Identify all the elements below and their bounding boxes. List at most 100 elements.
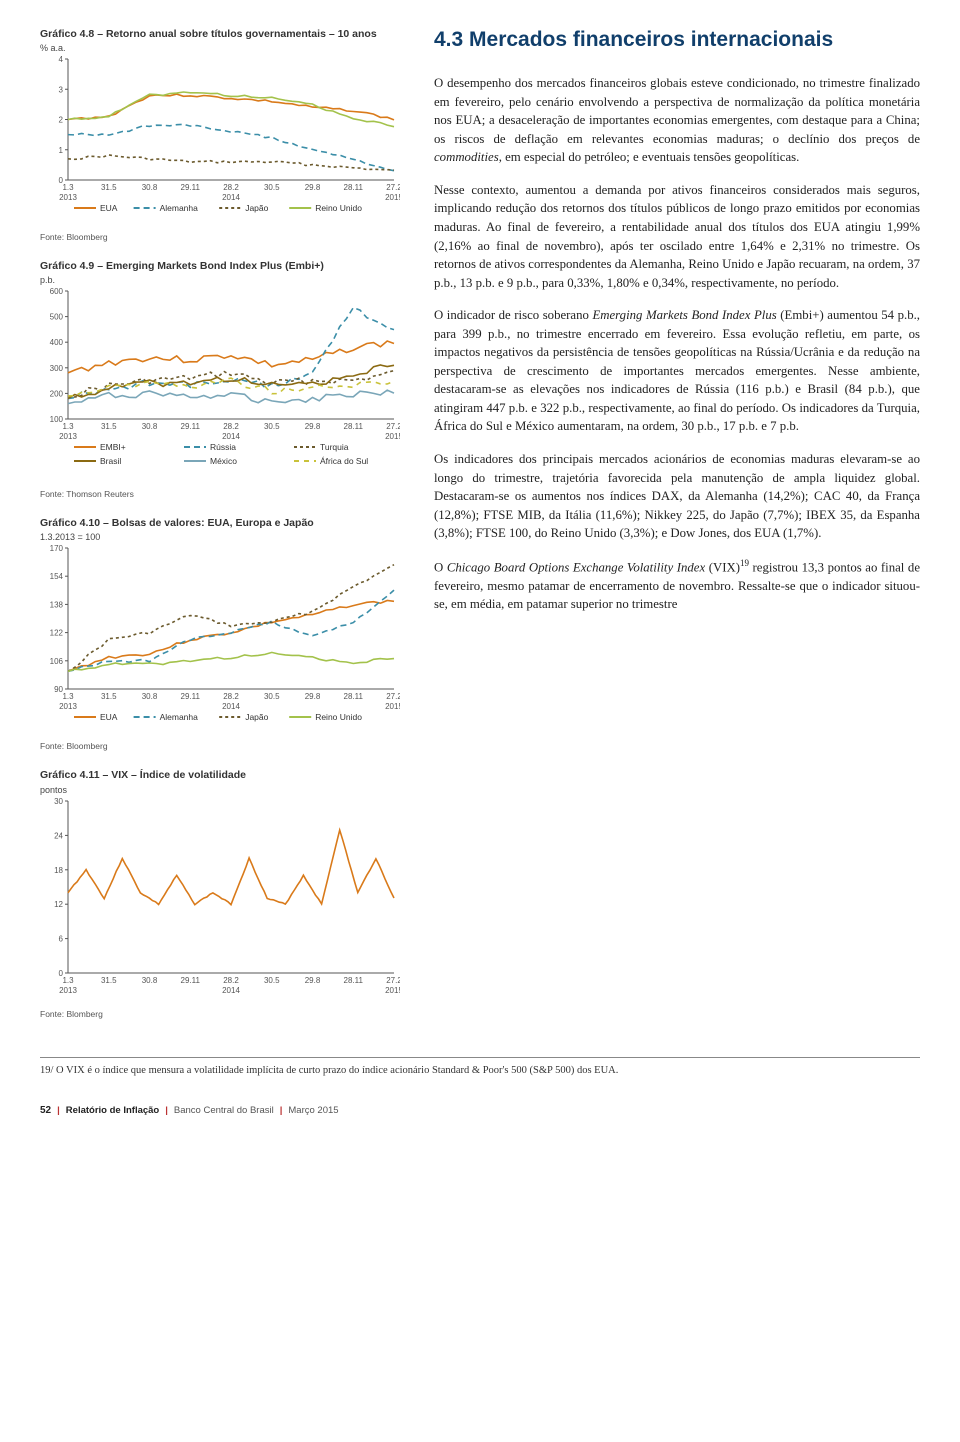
svg-text:28.11: 28.11 — [344, 183, 364, 192]
svg-text:2015: 2015 — [385, 986, 400, 995]
svg-text:Reino Unido: Reino Unido — [315, 203, 362, 213]
svg-text:2: 2 — [59, 116, 64, 125]
svg-text:2013: 2013 — [59, 432, 77, 441]
p1-b: , em especial do petróleo; e eventuais t… — [499, 150, 800, 164]
svg-text:600: 600 — [50, 287, 64, 296]
svg-text:28.2: 28.2 — [223, 422, 239, 431]
footnote-19: 19/ O VIX é o índice que mensura a volat… — [40, 1064, 920, 1078]
svg-text:29.8: 29.8 — [305, 976, 321, 985]
svg-text:29.8: 29.8 — [305, 422, 321, 431]
chart-4-9-title: Gráfico 4.9 – Emerging Markets Bond Inde… — [40, 260, 410, 273]
footer-separator-3: | — [280, 1105, 283, 1116]
svg-text:28.2: 28.2 — [223, 692, 239, 701]
chart-4-9-svg: 1002003004005006001.3201331.530.829.1128… — [40, 287, 400, 487]
chart-4-8-svg: 012341.3201331.530.829.1128.2201430.529.… — [40, 55, 400, 230]
svg-text:Reino Unido: Reino Unido — [315, 712, 362, 722]
svg-text:Japão: Japão — [245, 203, 268, 213]
svg-text:México: México — [210, 456, 237, 466]
chart-4-11-svg: 06121824301.3201331.530.829.1128.2201430… — [40, 797, 400, 1007]
svg-text:30: 30 — [54, 797, 63, 806]
svg-text:29.8: 29.8 — [305, 692, 321, 701]
paragraph-3: O indicador de risco soberano Emerging M… — [434, 306, 920, 436]
chart-4-9-source: Fonte: Thomson Reuters — [40, 489, 410, 499]
section-heading: 4.3 Mercados financeiros internacionais — [434, 28, 920, 52]
page-footer: 52 | Relatório de Inflação | Banco Centr… — [40, 1105, 920, 1116]
svg-text:EUA: EUA — [100, 203, 118, 213]
p5-a: O — [434, 560, 447, 574]
svg-text:500: 500 — [50, 313, 64, 322]
chart-4-11: Gráfico 4.11 – VIX – Índice de volatilid… — [40, 769, 410, 1018]
svg-text:154: 154 — [50, 573, 64, 582]
chart-4-8-title: Gráfico 4.8 – Retorno anual sobre título… — [40, 28, 410, 41]
svg-text:Rússia: Rússia — [210, 442, 236, 452]
svg-text:30.5: 30.5 — [264, 183, 280, 192]
footer-doc-title: Relatório de Inflação — [66, 1105, 159, 1116]
svg-text:31.5: 31.5 — [101, 183, 117, 192]
svg-text:1.3: 1.3 — [62, 183, 74, 192]
svg-text:30.8: 30.8 — [142, 692, 158, 701]
svg-text:4: 4 — [59, 55, 64, 64]
paragraph-2: Nesse contexto, aumentou a demanda por a… — [434, 181, 920, 292]
svg-text:EUA: EUA — [100, 712, 118, 722]
footer-institution: Banco Central do Brasil — [174, 1105, 274, 1116]
svg-text:28.2: 28.2 — [223, 976, 239, 985]
svg-text:30.5: 30.5 — [264, 976, 280, 985]
paragraph-5: O Chicago Board Options Exchange Volatil… — [434, 557, 920, 614]
svg-text:31.5: 31.5 — [101, 422, 117, 431]
svg-text:Turquia: Turquia — [320, 442, 349, 452]
paragraph-1: O desempenho dos mercados financeiros gl… — [434, 74, 920, 167]
svg-text:2013: 2013 — [59, 702, 77, 711]
svg-text:27.2: 27.2 — [386, 692, 400, 701]
chart-4-10-sub: 1.3.2013 = 100 — [40, 532, 410, 542]
chart-4-8-source: Fonte: Bloomberg — [40, 232, 410, 242]
svg-text:Brasil: Brasil — [100, 456, 121, 466]
svg-text:30.5: 30.5 — [264, 422, 280, 431]
chart-4-8-sub: % a.a. — [40, 43, 410, 53]
svg-text:30.8: 30.8 — [142, 422, 158, 431]
chart-4-11-title: Gráfico 4.11 – VIX – Índice de volatilid… — [40, 769, 410, 782]
p3-a: O indicador de risco soberano — [434, 308, 592, 322]
footer-separator: | — [57, 1105, 60, 1116]
footer-date: Março 2015 — [288, 1105, 338, 1116]
svg-text:Japão: Japão — [245, 712, 268, 722]
chart-4-11-source: Fonte: Blomberg — [40, 1009, 410, 1019]
svg-text:2013: 2013 — [59, 986, 77, 995]
svg-text:30.8: 30.8 — [142, 183, 158, 192]
svg-text:2015: 2015 — [385, 702, 400, 711]
svg-text:28.11: 28.11 — [344, 692, 364, 701]
svg-text:27.2: 27.2 — [386, 976, 400, 985]
svg-text:2015: 2015 — [385, 432, 400, 441]
svg-text:300: 300 — [50, 364, 64, 373]
svg-text:12: 12 — [54, 900, 63, 909]
p5-b: (VIX) — [705, 560, 740, 574]
svg-text:170: 170 — [50, 544, 64, 553]
svg-text:28.2: 28.2 — [223, 183, 239, 192]
svg-text:30.8: 30.8 — [142, 976, 158, 985]
svg-text:18: 18 — [54, 865, 63, 874]
svg-text:6: 6 — [59, 934, 64, 943]
svg-text:2015: 2015 — [385, 193, 400, 202]
svg-text:1.3: 1.3 — [62, 976, 74, 985]
svg-text:2014: 2014 — [222, 193, 240, 202]
svg-text:28.11: 28.11 — [344, 976, 364, 985]
svg-text:2013: 2013 — [59, 193, 77, 202]
svg-text:EMBI+: EMBI+ — [100, 442, 126, 452]
svg-text:31.5: 31.5 — [101, 976, 117, 985]
chart-4-10-source: Fonte: Bloomberg — [40, 741, 410, 751]
svg-text:29.11: 29.11 — [181, 422, 201, 431]
svg-text:3: 3 — [59, 85, 64, 94]
svg-text:1: 1 — [59, 146, 64, 155]
svg-text:30.5: 30.5 — [264, 692, 280, 701]
chart-4-9: Gráfico 4.9 – Emerging Markets Bond Inde… — [40, 260, 410, 499]
footnote-rule — [40, 1057, 920, 1058]
svg-text:27.2: 27.2 — [386, 422, 400, 431]
chart-4-11-sub: pontos — [40, 785, 410, 795]
footer-separator-2: | — [165, 1105, 168, 1116]
svg-text:1.3: 1.3 — [62, 692, 74, 701]
p1-it: commodities — [434, 150, 499, 164]
svg-text:Alemanha: Alemanha — [160, 203, 199, 213]
paragraph-4: Os indicadores dos principais mercados a… — [434, 450, 920, 543]
page-number: 52 — [40, 1105, 51, 1116]
svg-text:2014: 2014 — [222, 702, 240, 711]
svg-text:24: 24 — [54, 831, 63, 840]
